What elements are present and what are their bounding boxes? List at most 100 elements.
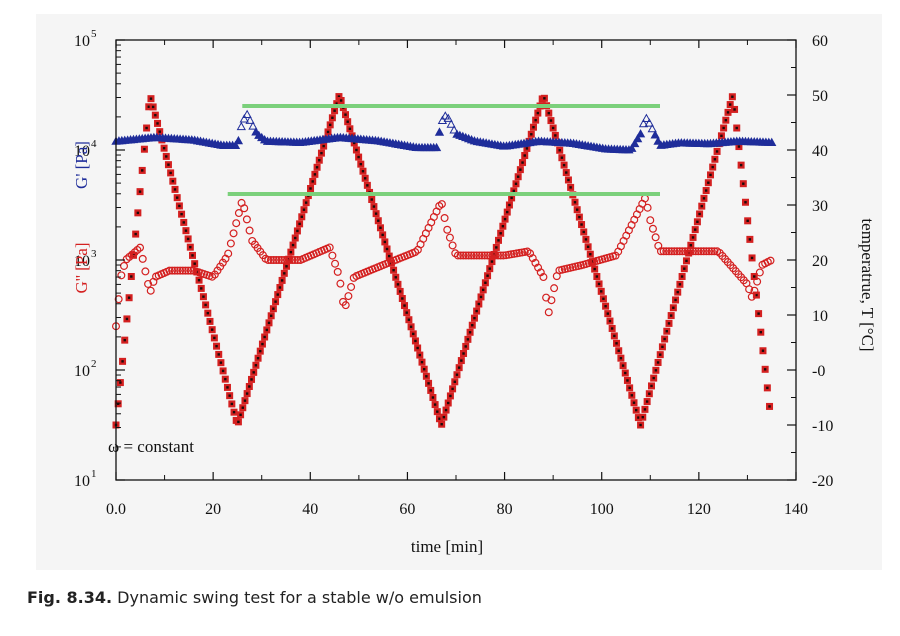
- temperature-point-core: [471, 324, 474, 327]
- temperature-point-core: [265, 328, 269, 332]
- temperature-point-core: [484, 281, 487, 284]
- temperature-point-core: [366, 184, 369, 187]
- temperature-point-core: [632, 401, 636, 404]
- y-left-tick-label: 10: [74, 143, 90, 160]
- temperature-point-core: [193, 262, 196, 265]
- temperature-point-core: [621, 364, 625, 367]
- temperature-point-core: [672, 306, 675, 309]
- temperature-point-core: [746, 219, 749, 223]
- g-double-prime-point: [173, 266, 182, 275]
- temperature-point-core: [722, 126, 725, 130]
- g-double-prime-point: [707, 247, 716, 256]
- temperature-point-core: [626, 379, 629, 382]
- temperature-point-core: [479, 295, 483, 299]
- g-double-prime-point: [611, 251, 620, 260]
- temperature-point-core: [578, 215, 581, 219]
- g-double-prime-point: [213, 266, 222, 275]
- g-double-prime-point: [288, 256, 297, 265]
- temperature-point-core: [252, 371, 255, 374]
- temperature-point-core: [713, 158, 717, 161]
- g-prime-point: [443, 113, 453, 122]
- g-double-prime-point: [176, 266, 185, 275]
- temperature-point-core: [565, 171, 568, 174]
- temperature-point-core: [407, 318, 411, 321]
- g-double-prime-point: [472, 251, 481, 260]
- temperature-point-core: [457, 366, 461, 369]
- g-prime-point: [638, 118, 649, 128]
- temperature-point-core: [182, 221, 185, 224]
- g-double-prime-point: [448, 241, 457, 250]
- temperature-point-core: [250, 378, 253, 381]
- g-double-prime-point: [766, 256, 775, 265]
- g-double-prime-point: [170, 266, 179, 275]
- g-double-prime-point: [242, 215, 251, 224]
- temperature-point-core: [245, 392, 249, 395]
- temperature-point-core: [685, 259, 688, 263]
- g-double-prime-point: [670, 247, 679, 256]
- g-double-prime-point: [331, 259, 340, 268]
- temperature-point-core: [425, 375, 428, 378]
- tick-marks: [115, 39, 797, 481]
- g-double-prime-point: [226, 239, 235, 248]
- temperature-point-core: [659, 353, 662, 356]
- temperature-point-core: [510, 196, 513, 200]
- g-double-prime-point: [664, 247, 673, 256]
- g-double-prime-point: [245, 226, 254, 235]
- temperature-point-core: [744, 201, 747, 204]
- temperature-point-core: [123, 338, 126, 342]
- g-double-prime-point: [467, 251, 476, 260]
- temperature-point-core: [309, 187, 312, 190]
- temperature-point-core: [269, 314, 273, 317]
- temperature-point-core: [560, 156, 564, 159]
- x-tick-label: 0.0: [106, 501, 126, 518]
- temperature-point-core: [707, 181, 710, 184]
- g-double-prime-point: [280, 256, 289, 265]
- temperature-point-core: [536, 111, 540, 115]
- temperature-point-core: [226, 386, 229, 389]
- temperature-point-core: [374, 212, 378, 215]
- temperature-point-core: [514, 182, 518, 185]
- g-double-prime-point: [274, 256, 283, 265]
- g-double-prime-point: [662, 247, 671, 256]
- y-left-tick-exponent: 3: [91, 248, 97, 260]
- g-double-prime-point: [699, 247, 708, 256]
- temperature-point-core: [763, 368, 767, 371]
- g-prime-point: [641, 113, 652, 122]
- caption-label: Fig. 8.34.: [27, 588, 113, 607]
- temperature-point-core: [683, 267, 686, 270]
- temperature-point-core: [200, 287, 203, 290]
- g-double-prime-point: [710, 247, 719, 256]
- temperature-point-core: [416, 346, 419, 350]
- temperature-point-core: [221, 369, 225, 373]
- temperature-point-core: [396, 283, 400, 286]
- temperature-point-core: [694, 228, 697, 231]
- g-double-prime-point: [141, 267, 150, 276]
- temperature-point-core: [318, 159, 321, 162]
- x-tick-label: 80: [497, 501, 513, 518]
- g-prime-point: [630, 138, 640, 148]
- temperature-point-core: [241, 406, 244, 409]
- x-tick-label: 140: [784, 501, 808, 518]
- g-double-prime-point: [648, 224, 657, 233]
- temperature-point-core: [414, 339, 417, 343]
- temperature-point-core: [379, 226, 382, 229]
- temperature-point-core: [468, 331, 472, 334]
- x-tick-label: 100: [590, 501, 614, 518]
- temperature-point-core: [759, 330, 762, 334]
- temperature-point-core: [151, 105, 155, 109]
- temperature-point-core: [339, 99, 343, 102]
- temperature-point-core: [322, 144, 325, 148]
- temperature-point-core: [134, 232, 137, 236]
- g-double-prime-point: [494, 251, 503, 260]
- temperature-point-core: [726, 111, 730, 114]
- y-right-tick-label: -10: [812, 418, 833, 435]
- temperature-point-core: [329, 123, 332, 127]
- g-prime-point: [647, 123, 657, 133]
- temperature-point-core: [753, 275, 756, 278]
- g-double-prime-point: [178, 266, 187, 275]
- temperature-point-core: [641, 415, 644, 419]
- g-double-prime-point: [184, 266, 193, 275]
- temperature-point-core: [429, 389, 432, 392]
- g-double-prime-point: [477, 251, 486, 260]
